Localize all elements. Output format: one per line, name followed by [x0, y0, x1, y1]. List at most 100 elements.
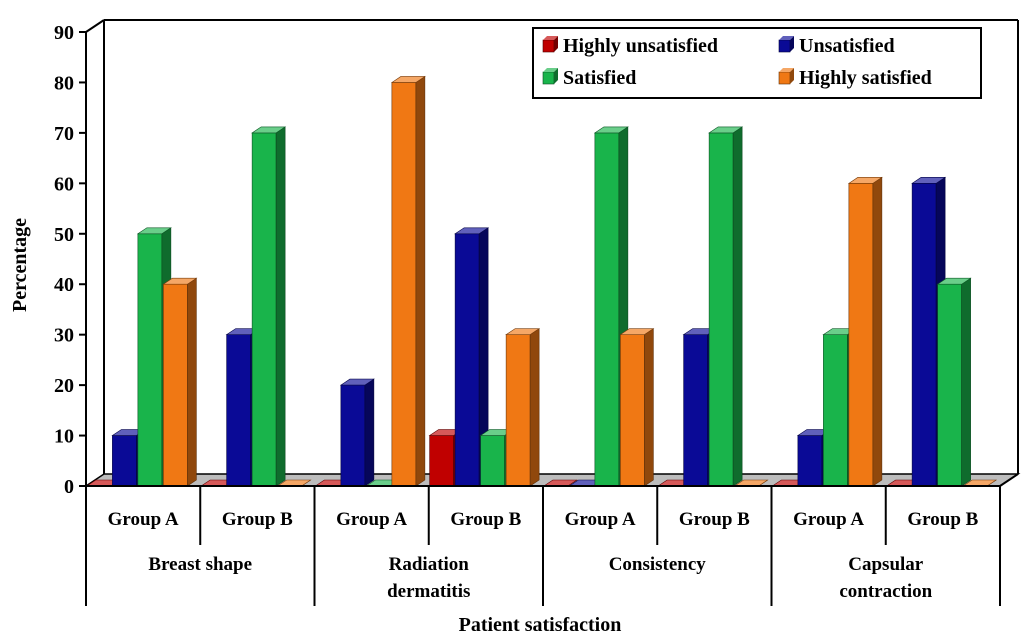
- bar-top: [136, 227, 172, 235]
- bar-front: [112, 435, 137, 487]
- bar: [936, 277, 972, 487]
- legend-swatch-side: [790, 36, 794, 52]
- legend-swatch-top: [779, 68, 794, 72]
- bar: [251, 126, 287, 487]
- bar-side: [187, 277, 197, 487]
- bar-side: [275, 126, 286, 487]
- bar-top: [708, 126, 744, 134]
- bar-front: [226, 334, 251, 487]
- legend: Highly unsatisfied Unsatisfied Satisfied Hi…: [532, 27, 982, 99]
- x-tick-label: Group A: [565, 509, 636, 530]
- bars: [85, 75, 998, 487]
- legend-swatch: [542, 36, 558, 53]
- x-group-label-line: dermatitis: [387, 581, 470, 602]
- legend-swatch: [542, 68, 558, 85]
- bar-top: [454, 227, 490, 235]
- legend-box: [532, 27, 982, 99]
- bar: [505, 328, 541, 487]
- y-tick-label: 50: [54, 224, 74, 246]
- bar-front: [823, 334, 848, 487]
- y-tick-label: 70: [54, 123, 74, 145]
- y-axis-title: Percentage: [9, 218, 31, 312]
- legend-swatch-top: [543, 68, 558, 72]
- legend-swatch-side: [790, 68, 794, 84]
- bar-side: [644, 328, 654, 487]
- bar-top: [251, 126, 287, 134]
- legend-swatch-front: [542, 71, 555, 85]
- bar-top: [911, 177, 947, 184]
- x-group-label: Consistency: [609, 554, 707, 575]
- x-group-label-line: Capsular: [848, 554, 924, 575]
- bar-top: [619, 328, 655, 335]
- bar-front: [505, 334, 531, 487]
- bar-front: [620, 334, 645, 487]
- y-tick-label: 30: [54, 325, 74, 347]
- bar-front: [137, 233, 163, 487]
- legend-swatch-front: [542, 39, 555, 53]
- x-tick-label: Group B: [450, 509, 521, 530]
- x-group-label: Capsular contraction: [839, 554, 932, 602]
- x-tick-label: Group B: [222, 509, 293, 530]
- bar: [162, 277, 198, 487]
- bar-top: [847, 177, 883, 184]
- legend-swatch: [778, 36, 794, 53]
- legend-label: Unsatisfied: [799, 35, 895, 57]
- y-tick-label: 60: [54, 173, 74, 195]
- x-group-label-line: Breast shape: [148, 554, 252, 575]
- bar-front: [163, 283, 188, 487]
- y-axis-depth-edge: [85, 19, 105, 33]
- bar: [619, 328, 655, 487]
- bar-front: [594, 132, 620, 487]
- bar-side: [529, 328, 540, 487]
- legend-swatch-top: [543, 36, 558, 40]
- bar-side: [732, 126, 743, 487]
- bar: [708, 126, 744, 487]
- bar-front: [708, 132, 734, 487]
- bar: [847, 176, 883, 487]
- x-group-label: Breast shape: [148, 554, 252, 575]
- bar-front: [251, 132, 277, 487]
- legend-swatch-front: [778, 71, 791, 85]
- bar-side: [415, 75, 426, 487]
- bar-top: [505, 328, 541, 335]
- bar-side: [872, 176, 883, 487]
- y-tick-label: 80: [54, 72, 74, 94]
- bar-front: [683, 334, 708, 487]
- y-tick-label: 10: [54, 426, 74, 448]
- bar-front: [340, 384, 366, 487]
- y-tick-label: 20: [54, 375, 74, 397]
- bar-top: [162, 277, 198, 285]
- bar-side: [961, 277, 971, 487]
- bar-top: [390, 76, 426, 83]
- legend-label: Highly unsatisfied: [563, 35, 718, 57]
- bar-front: [391, 82, 417, 487]
- bar-front: [480, 435, 505, 487]
- x-axis-title: Patient satisfaction: [459, 614, 622, 636]
- y-tick-label: 40: [54, 274, 74, 296]
- bar: [339, 378, 375, 487]
- legend-swatch-side: [554, 68, 558, 84]
- x-group-label-line: contraction: [839, 581, 932, 602]
- axes: 0 10 20 30 40 50 60 70 80 90: [54, 19, 1019, 498]
- x-group-label-line: Radiation: [389, 554, 470, 575]
- bar-front: [429, 435, 454, 487]
- bar-front: [937, 283, 962, 487]
- legend-label: Highly satisfied: [799, 67, 932, 89]
- x-tick-label: Group B: [907, 509, 978, 530]
- legend-label: Satisfied: [563, 67, 636, 89]
- bar-top: [593, 126, 629, 134]
- x-axis-depth-edge: [999, 473, 1019, 487]
- x-group-label-line: Consistency: [609, 554, 707, 575]
- bar-front: [454, 233, 480, 487]
- bar: [390, 75, 426, 487]
- x-tick-label: Group A: [108, 509, 179, 530]
- bar-top: [936, 277, 972, 285]
- bar-front: [848, 183, 874, 487]
- y-tick-label: 90: [54, 22, 74, 44]
- legend-swatch-front: [778, 39, 791, 53]
- y-tick-label: 0: [64, 476, 74, 498]
- legend-swatch-top: [779, 36, 794, 40]
- bar-side: [364, 378, 375, 487]
- bar: [454, 227, 490, 487]
